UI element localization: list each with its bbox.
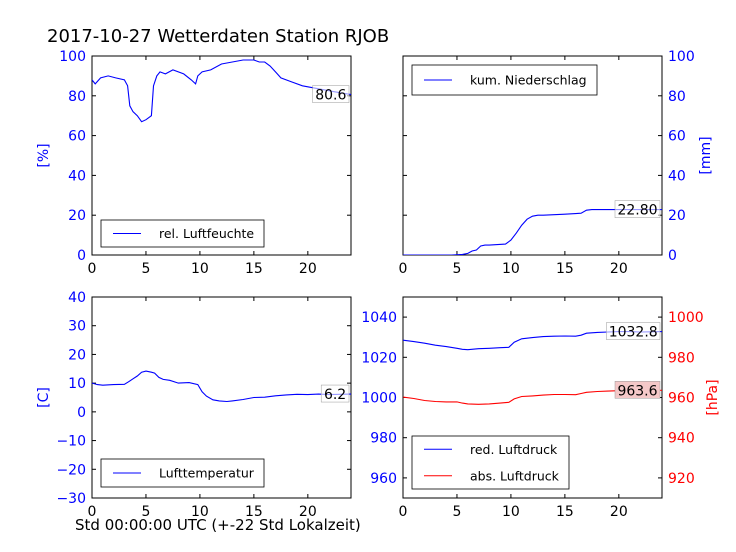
y-tick-label: −30 (56, 491, 86, 507)
y-axis-label: [C] (36, 387, 52, 408)
series-line-kum-niederschlag (403, 209, 662, 255)
y-tick-label: 1000 (361, 391, 397, 407)
series-line-abs-luftdruck (403, 389, 662, 405)
figure-title: 2017-10-27 Wetterdaten Station RJOB (47, 26, 390, 47)
value-label-box (614, 200, 661, 218)
value-label: 963.6 (617, 383, 657, 399)
x-tick-label: 20 (610, 261, 628, 277)
y-right-tick-label: 920 (668, 471, 695, 487)
y-axis-label: [%] (36, 143, 52, 167)
x-axis-caption: Std 00:00:00 UTC (+-22 Std Lokalzeit) (75, 516, 361, 534)
x-tick-label: 0 (399, 504, 408, 520)
value-label: 80.6 (315, 88, 346, 104)
y-right-tick-label: 1000 (668, 310, 704, 326)
legend-box (411, 435, 570, 490)
value-label-box (606, 322, 661, 340)
y-tick-label: 60 (668, 129, 686, 145)
y-tick-label: 20 (668, 208, 686, 224)
legend-label: kum. Niederschlag (470, 73, 587, 88)
value-label: 22.80 (617, 203, 657, 219)
y-tick-label: 980 (370, 431, 397, 447)
legend-label: rel. Luftfeuchte (159, 226, 254, 241)
y-tick-label: 10 (68, 376, 86, 392)
x-tick-label: 15 (556, 261, 574, 277)
legend-label: abs. Luftdruck (470, 468, 560, 483)
y-tick-label: 0 (668, 248, 677, 264)
x-tick-label: 5 (141, 504, 150, 520)
axes-frame (402, 55, 663, 256)
y-tick-label: 40 (668, 168, 686, 184)
y-tick-label: 960 (370, 471, 397, 487)
axes-frame (91, 55, 352, 256)
x-tick-label: 10 (191, 261, 209, 277)
value-label: 1032.8 (609, 325, 658, 341)
y-tick-label: 100 (668, 49, 695, 65)
series-line-lufttemperatur (92, 370, 351, 403)
x-tick-label: 10 (191, 504, 209, 520)
y-right-axis-label: [hPa] (705, 379, 721, 415)
x-tick-label: 10 (502, 261, 520, 277)
legend-label: red. Luftdruck (470, 442, 558, 457)
series-line-rel-luftfeuchte (92, 59, 351, 123)
y-tick-label: 40 (68, 168, 86, 184)
x-tick-label: 10 (502, 504, 520, 520)
y-tick-label: 80 (68, 89, 86, 105)
panel-top-right: 0 5 10 15 20 0 20 40 60 80 100 [mm] 22.80 kum. Nieder… (399, 49, 714, 277)
y-axis-label: [mm] (698, 136, 714, 174)
y-tick-label: 20 (68, 208, 86, 224)
y-right-tick-label: 960 (668, 391, 695, 407)
x-tick-label: 0 (88, 261, 97, 277)
y-tick-label: 60 (68, 129, 86, 145)
x-tick-label: 15 (245, 261, 263, 277)
x-tick-label: 15 (245, 504, 263, 520)
y-tick-label: −20 (56, 462, 86, 478)
y-tick-label: 0 (77, 405, 86, 421)
y-tick-label: 1040 (361, 310, 397, 326)
y-tick-label: 100 (59, 49, 86, 65)
y-tick-label: 0 (77, 248, 86, 264)
x-tick-label: 15 (556, 504, 574, 520)
legend-label: Lufttemperatur (159, 466, 255, 481)
value-label-box (614, 381, 661, 399)
y-tick-label: 80 (668, 89, 686, 105)
y-tick-label: 30 (68, 319, 86, 335)
value-label: 6.2 (324, 387, 346, 403)
y-right-tick-label: 980 (668, 350, 695, 366)
panel-bottom-left: 0 5 10 15 20 −30 −20 −10 0 10 20 30 40 [C] 6.2 Lufttemp… (36, 290, 352, 520)
y-tick-label: 1020 (361, 350, 397, 366)
x-tick-label: 20 (299, 504, 317, 520)
y-tick-label: −10 (56, 434, 86, 450)
value-label-box (312, 85, 350, 103)
x-tick-label: 5 (141, 261, 150, 277)
x-tick-label: 5 (452, 261, 461, 277)
x-tick-label: 20 (299, 261, 317, 277)
panel-top-left: 0 5 10 15 20 0 20 40 60 80 100 [%] 80.6 rel. Luftfeuc… (36, 49, 352, 277)
x-tick-label: 20 (610, 504, 628, 520)
axes-frame (91, 296, 352, 499)
y-right-tick-label: 940 (668, 431, 695, 447)
x-tick-label: 0 (399, 261, 408, 277)
y-tick-label: 20 (68, 347, 86, 363)
panel-bottom-right: 0 5 10 15 20 960 980 1000 1020 1040 920 940 960 980 10… (361, 296, 721, 520)
x-tick-label: 0 (88, 504, 97, 520)
value-label-box (320, 384, 350, 403)
y-tick-label: 40 (68, 290, 86, 306)
x-tick-label: 5 (452, 504, 461, 520)
